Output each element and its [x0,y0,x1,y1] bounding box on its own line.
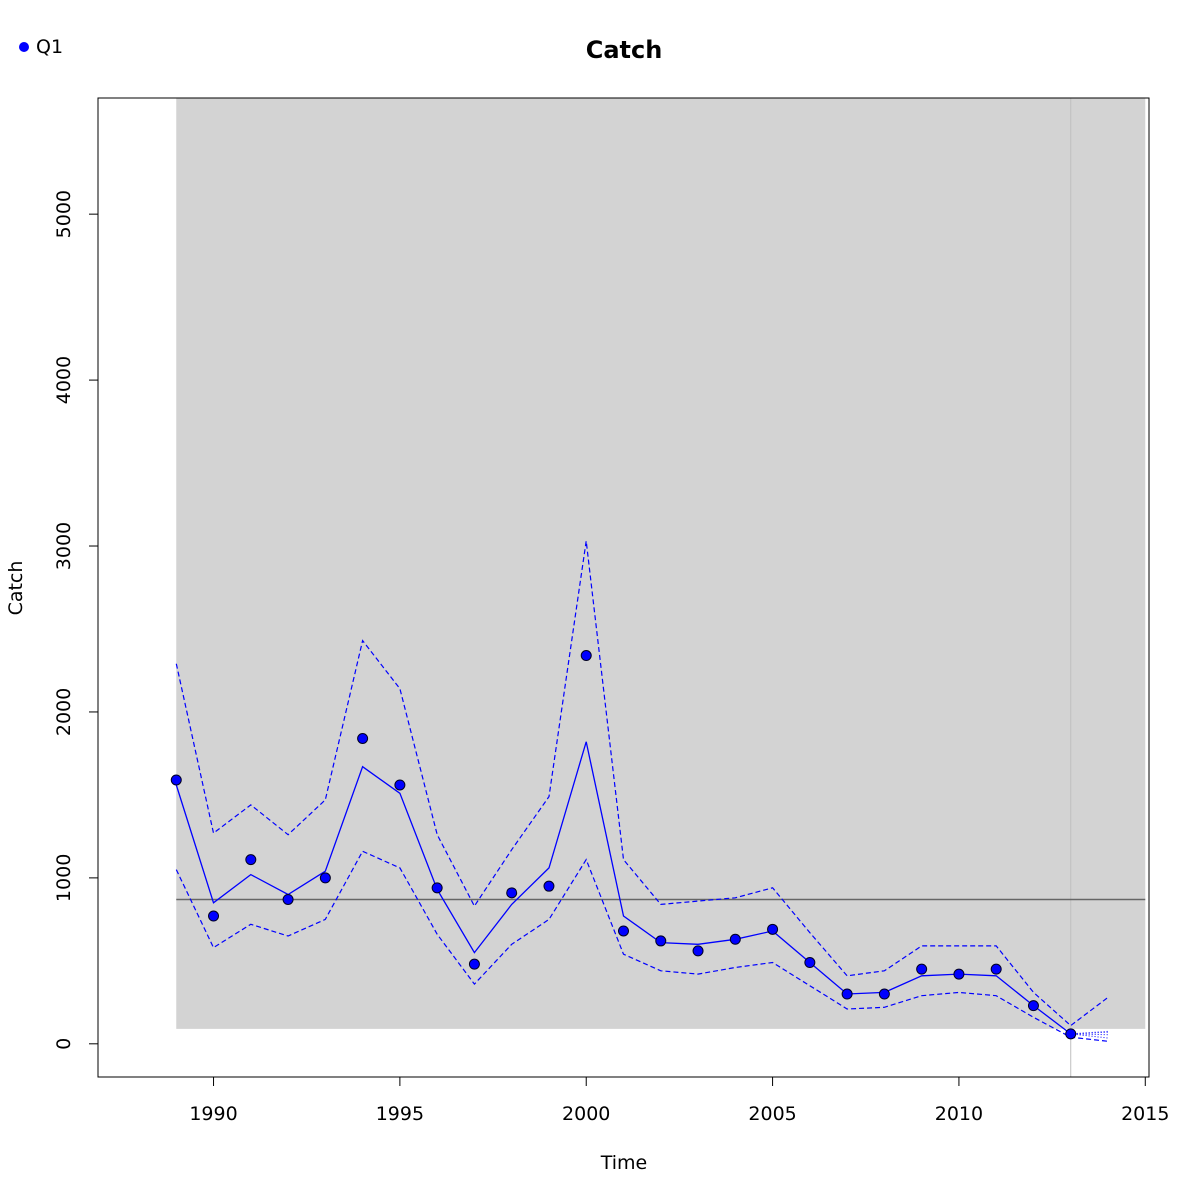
data-point-1997 [468,958,480,970]
legend-label-q1: Q1 [36,36,63,58]
y-tick-label-1000: 1000 [53,854,75,902]
data-point-1989 [170,774,182,786]
data-point-2012 [1027,1000,1039,1012]
data-point-2007 [841,988,853,1000]
data-point-2000 [580,650,592,662]
legend: Q1 [19,36,63,58]
fitted-line [175,741,1072,1035]
data-point-2009 [916,963,928,975]
y-tick-label-3000: 3000 [53,522,75,570]
data-point-2010 [953,968,965,980]
data-point-2002 [655,935,667,947]
chart-title: Catch [586,36,663,64]
x-axis: 1990 1995 2000 2005 2010 2015 [189,1076,1169,1125]
y-axis-label: Catch [5,561,27,616]
data-point-1998 [506,887,518,899]
x-tick-label-2005: 2005 [748,1103,796,1125]
y-tick-label-2000: 2000 [53,688,75,736]
data-point-1994 [357,732,369,744]
forecast-dotted-line-2 [1070,1030,1109,1035]
data-point-1995 [394,779,406,791]
y-axis: 0 1000 2000 3000 4000 5000 [53,190,99,1050]
data-point-1999 [543,880,555,892]
x-tick-label-2015: 2015 [1121,1103,1169,1125]
data-point-2001 [618,925,629,937]
forecast-dotted-line-3 [1070,1033,1109,1036]
data-point-1992 [282,893,294,905]
x-tick-label-2000: 2000 [562,1103,610,1125]
y-tick-label-5000: 5000 [53,190,75,238]
data-point-1993 [319,872,331,884]
data-point-2005 [767,923,779,935]
x-tick-label-1995: 1995 [376,1103,424,1125]
data-point-2013 [1065,1028,1077,1040]
upper-ci-line [175,540,1109,1027]
data-point-1996 [431,882,443,894]
forecast-dotted-line-4 [1070,1033,1109,1039]
plot-area [170,98,1146,1077]
x-axis-label: Time [600,1152,648,1174]
data-point-2004 [729,933,741,945]
x-tick-label-1990: 1990 [189,1103,237,1125]
data-point-2008 [878,988,890,1000]
data-point-2003 [692,945,704,957]
shaded-region [176,98,1146,1029]
y-tick-label-4000: 4000 [53,356,75,404]
x-tick-label-2010: 2010 [935,1103,983,1125]
legend-marker-q1 [19,42,29,52]
data-point-1991 [245,854,257,866]
y-tick-label-0: 0 [53,1038,75,1050]
data-point-2011 [990,963,1002,975]
data-point-1990 [208,910,220,922]
data-point-2006 [804,957,816,969]
